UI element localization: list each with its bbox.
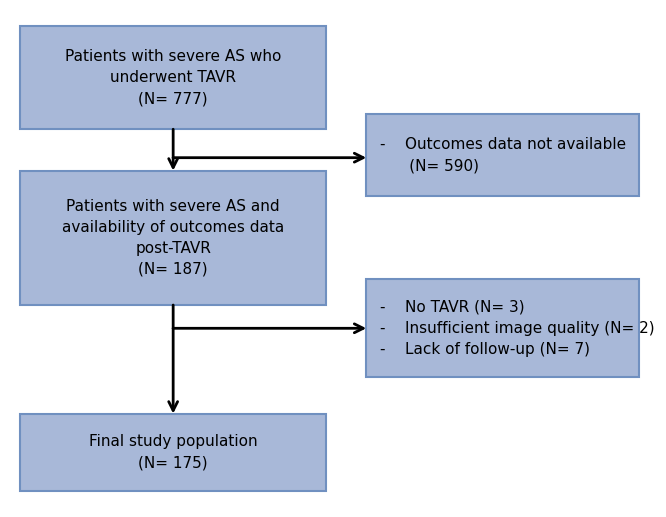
FancyBboxPatch shape (20, 171, 326, 305)
Text: -    Outcomes data not available
      (N= 590): - Outcomes data not available (N= 590) (380, 137, 626, 173)
Text: -    No TAVR (N= 3)
-    Insufficient image quality (N= 2)
-    Lack of follow-u: - No TAVR (N= 3) - Insufficient image qu… (380, 300, 654, 357)
FancyBboxPatch shape (366, 114, 639, 196)
Text: Patients with severe AS and
availability of outcomes data
post-TAVR
(N= 187): Patients with severe AS and availability… (62, 199, 284, 277)
FancyBboxPatch shape (20, 414, 326, 491)
Text: Patients with severe AS who
underwent TAVR
(N= 777): Patients with severe AS who underwent TA… (65, 49, 281, 106)
FancyBboxPatch shape (20, 26, 326, 129)
FancyBboxPatch shape (366, 279, 639, 377)
Text: Final study population
(N= 175): Final study population (N= 175) (89, 434, 258, 470)
